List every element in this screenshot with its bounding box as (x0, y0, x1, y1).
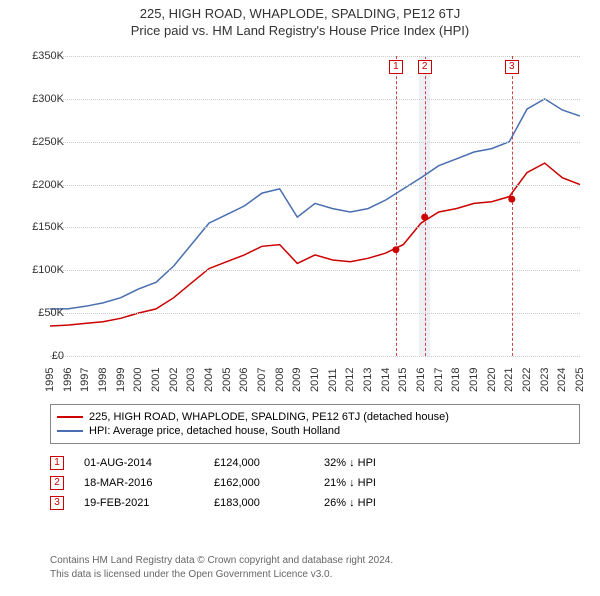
event-marker-box: 2 (50, 476, 64, 490)
x-tick-label: 2021 (503, 362, 515, 392)
event-date: 01-AUG-2014 (84, 457, 194, 469)
event-row: 2 18-MAR-2016 £162,000 21% ↓ HPI (50, 476, 580, 490)
x-tick-label: 2013 (362, 362, 374, 392)
x-tick-label: 2003 (185, 362, 197, 392)
chart-container: 225, HIGH ROAD, WHAPLODE, SPALDING, PE12… (0, 6, 600, 596)
x-tick-label: 2015 (397, 362, 409, 392)
series-line (50, 99, 580, 309)
event-marker-box: 3 (505, 60, 519, 74)
event-delta: 26% ↓ HPI (324, 497, 434, 509)
legend-label: 225, HIGH ROAD, WHAPLODE, SPALDING, PE12… (89, 411, 449, 423)
x-tick-label: 2016 (415, 362, 427, 392)
x-tick-label: 1996 (62, 362, 74, 392)
x-tick-label: 1998 (97, 362, 109, 392)
x-tick-label: 1999 (115, 362, 127, 392)
event-row: 3 19-FEB-2021 £183,000 26% ↓ HPI (50, 496, 580, 510)
event-delta: 32% ↓ HPI (324, 457, 434, 469)
y-tick-label: £250K (20, 136, 64, 148)
events-table: 1 01-AUG-2014 £124,000 32% ↓ HPI 2 18-MAR-201… (50, 450, 580, 516)
x-tick-label: 2005 (221, 362, 233, 392)
footnote: Contains HM Land Registry data © Crown c… (50, 554, 580, 581)
x-tick-label: 2002 (168, 362, 180, 392)
event-row: 1 01-AUG-2014 £124,000 32% ↓ HPI (50, 456, 580, 470)
y-tick-label: £100K (20, 264, 64, 276)
event-date: 19-FEB-2021 (84, 497, 194, 509)
y-tick-label: £0 (20, 350, 64, 362)
y-tick-label: £200K (20, 179, 64, 191)
gridline (50, 356, 580, 357)
event-delta: 21% ↓ HPI (324, 477, 434, 489)
legend-item: 225, HIGH ROAD, WHAPLODE, SPALDING, PE12… (57, 411, 573, 423)
x-tick-label: 2014 (380, 362, 392, 392)
event-marker-box: 1 (50, 456, 64, 470)
gridline (50, 99, 580, 100)
x-tick-label: 2017 (433, 362, 445, 392)
sale-dot (421, 214, 428, 221)
legend-item: HPI: Average price, detached house, Sout… (57, 425, 573, 437)
y-tick-label: £300K (20, 93, 64, 105)
event-date: 18-MAR-2016 (84, 477, 194, 489)
sale-dot (392, 246, 399, 253)
x-tick-label: 2020 (486, 362, 498, 392)
plot-area (50, 56, 580, 356)
event-price: £124,000 (214, 457, 304, 469)
event-price: £162,000 (214, 477, 304, 489)
x-tick-label: 2004 (203, 362, 215, 392)
x-tick-label: 2011 (327, 362, 339, 392)
footnote-line: This data is licensed under the Open Gov… (50, 568, 580, 582)
x-tick-label: 2023 (539, 362, 551, 392)
x-tick-label: 2018 (450, 362, 462, 392)
x-tick-label: 2010 (309, 362, 321, 392)
y-tick-label: £150K (20, 221, 64, 233)
event-marker-box: 2 (418, 60, 432, 74)
x-tick-label: 2007 (256, 362, 268, 392)
chart-subtitle: Price paid vs. HM Land Registry's House … (0, 23, 600, 38)
legend-swatch (57, 430, 83, 432)
chart-title: 225, HIGH ROAD, WHAPLODE, SPALDING, PE12… (0, 6, 600, 21)
x-tick-label: 2022 (521, 362, 533, 392)
x-tick-label: 2012 (344, 362, 356, 392)
legend: 225, HIGH ROAD, WHAPLODE, SPALDING, PE12… (50, 404, 580, 444)
x-tick-label: 2019 (468, 362, 480, 392)
y-tick-label: £50K (20, 307, 64, 319)
gridline (50, 142, 580, 143)
x-tick-label: 1995 (44, 362, 56, 392)
event-price: £183,000 (214, 497, 304, 509)
gridline (50, 56, 580, 57)
series-line (50, 163, 580, 326)
x-tick-label: 2006 (238, 362, 250, 392)
gridline (50, 313, 580, 314)
y-tick-label: £350K (20, 50, 64, 62)
x-tick-label: 2009 (291, 362, 303, 392)
x-tick-label: 2008 (274, 362, 286, 392)
legend-swatch (57, 416, 83, 418)
gridline (50, 270, 580, 271)
legend-label: HPI: Average price, detached house, Sout… (89, 425, 340, 437)
sale-dot (508, 196, 515, 203)
chart-svg (50, 56, 580, 356)
event-marker-box: 3 (50, 496, 64, 510)
footnote-line: Contains HM Land Registry data © Crown c… (50, 554, 580, 568)
gridline (50, 185, 580, 186)
event-marker-box: 1 (389, 60, 403, 74)
x-tick-label: 2001 (150, 362, 162, 392)
x-tick-label: 1997 (79, 362, 91, 392)
x-tick-label: 2025 (574, 362, 586, 392)
x-tick-label: 2024 (556, 362, 568, 392)
x-tick-label: 2000 (132, 362, 144, 392)
gridline (50, 227, 580, 228)
